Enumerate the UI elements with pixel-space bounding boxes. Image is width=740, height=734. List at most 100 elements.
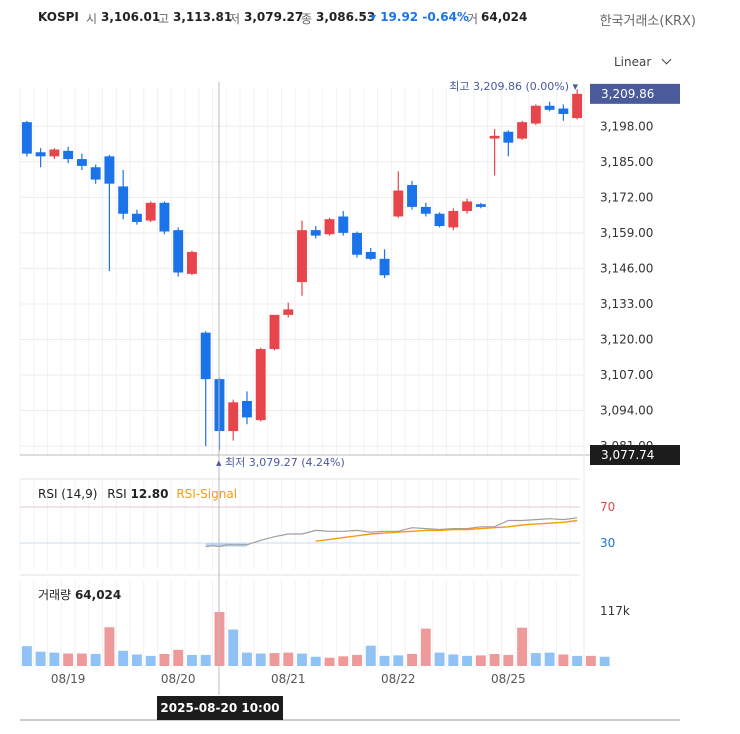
volume-bar <box>131 654 142 666</box>
candle-body <box>544 105 555 110</box>
x-tick-label: 08/20 <box>161 672 196 686</box>
volume-bar <box>517 627 528 666</box>
candle-body <box>242 400 252 418</box>
volume-bar <box>90 654 101 666</box>
price-tick-label: 3,172.00 <box>600 190 653 204</box>
candle-body <box>255 349 266 421</box>
price-tick-label: 3,185.00 <box>600 155 653 169</box>
volume-legend: 거래량 64,024 <box>38 586 121 603</box>
rsi-signal-line <box>315 519 578 542</box>
min-price-annotation: ▴ 최저 3,079.27 (4.24%) <box>216 456 345 469</box>
price-tick-label: 3,146.00 <box>600 261 653 275</box>
candle-body <box>530 105 541 124</box>
volume-bar <box>269 653 280 666</box>
candle-body <box>434 213 445 227</box>
candle-body <box>159 202 170 232</box>
candle-body <box>131 213 142 222</box>
volume-bar <box>118 650 129 666</box>
x-tick-label: 08/21 <box>271 672 306 686</box>
volume-bar <box>585 655 596 666</box>
candle-body <box>63 150 74 160</box>
candle-body <box>228 402 239 432</box>
candle-body <box>186 252 197 274</box>
volume-bar <box>599 656 610 666</box>
candle-body <box>503 131 514 143</box>
candle-body <box>489 135 500 139</box>
volume-bar <box>242 652 252 666</box>
close-value: 3,086.53 <box>316 10 376 24</box>
volume-bar <box>365 645 376 666</box>
volume-tick-label: 117k <box>600 604 630 618</box>
candle-body <box>379 258 390 276</box>
candle-body <box>21 122 32 154</box>
candle-body <box>324 219 335 235</box>
rsi-signal-label: RSI-Signal <box>176 487 238 501</box>
volume-bar <box>145 655 156 666</box>
volume-bar <box>186 654 197 666</box>
rsi-level-label: 70 <box>600 500 615 514</box>
axes: 3,198.00 3,185.00 3,172.00 3,159.00 3,146.00… <box>20 80 680 721</box>
volume-legend-value: 64,024 <box>74 588 122 602</box>
last-price-value: 3,209.86 <box>601 87 654 101</box>
volume-bar <box>104 627 115 666</box>
candle-body <box>104 156 115 184</box>
price-tick-label: 3,094.00 <box>600 404 653 418</box>
volume-bar <box>310 656 321 666</box>
scale-selector[interactable]: Linear <box>614 54 672 69</box>
candle-body <box>35 152 46 157</box>
rsi-title: RSI (14,9) <box>38 487 98 501</box>
candle-body <box>365 252 376 259</box>
price-tick-label: 3,159.00 <box>600 226 653 240</box>
candle-body <box>572 93 583 119</box>
last-price-tag <box>590 83 680 104</box>
volume-bar <box>572 655 583 666</box>
symbol-name: KOSPI <box>38 10 79 24</box>
volume-bar <box>462 655 473 666</box>
volume-bar <box>228 629 239 666</box>
candlestick-series <box>21 89 583 451</box>
rsi-value: 12.80 <box>130 487 169 501</box>
volume-bar <box>159 654 170 666</box>
volume-bar <box>530 653 541 666</box>
candle-body <box>173 230 184 273</box>
candle-body <box>297 230 307 283</box>
candle-body <box>76 159 87 166</box>
candle-body <box>118 186 129 214</box>
volume-bar <box>379 655 390 666</box>
volume-bar <box>503 654 514 666</box>
candle-body <box>352 232 362 255</box>
volume-bar <box>338 656 349 666</box>
rsi-level-label: 30 <box>600 536 615 550</box>
quote-header: KOSPI 시 3,106.01 고 3,113.81 저 3,079.27 종… <box>0 0 740 36</box>
bottom-price-value: 3,077.74 <box>601 448 654 462</box>
price-tick-label: 3,198.00 <box>600 119 653 133</box>
volume-bar <box>558 654 569 666</box>
volume-bar <box>21 646 32 666</box>
volume-value: 64,024 <box>481 10 528 24</box>
candle-body <box>283 309 294 315</box>
open-label: 시 <box>86 12 98 26</box>
candle-body <box>310 230 321 236</box>
candle-body <box>338 216 349 233</box>
volume-bar <box>420 628 431 666</box>
exchange-name: 한국거래소(KRX) <box>599 14 696 29</box>
candle-body <box>407 185 418 207</box>
max-price-annotation: 최고 3,209.86 (0.00%) ▾ <box>449 80 578 93</box>
volume-label: 거 <box>467 12 479 26</box>
close-label: 종 <box>301 12 313 26</box>
x-tick-label: 08/22 <box>381 672 416 686</box>
volume-panel: 117k <box>21 604 630 666</box>
candle-body <box>90 167 101 180</box>
candle-body <box>558 108 569 114</box>
candle-body <box>517 122 528 139</box>
volume-bar <box>448 654 459 666</box>
candle-body <box>200 332 211 380</box>
high-label: 고 <box>158 12 170 26</box>
low-label: 저 <box>229 12 241 26</box>
volume-bar <box>324 657 335 666</box>
candle-body <box>475 204 486 207</box>
volume-bar <box>63 653 74 666</box>
candle-body <box>448 211 459 228</box>
volume-bar <box>173 649 184 666</box>
